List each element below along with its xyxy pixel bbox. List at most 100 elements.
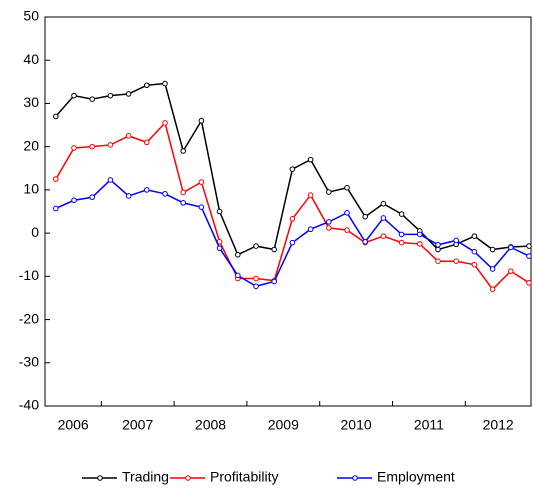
y-tick-label: 20 bbox=[23, 137, 39, 153]
marker bbox=[71, 92, 77, 99]
marker bbox=[344, 227, 350, 233]
marker bbox=[71, 145, 77, 151]
marker bbox=[271, 278, 278, 285]
marker bbox=[471, 248, 478, 255]
marker bbox=[471, 233, 478, 239]
marker bbox=[453, 237, 460, 244]
marker bbox=[235, 251, 241, 258]
marker bbox=[326, 219, 332, 225]
marker bbox=[198, 204, 205, 210]
marker bbox=[307, 156, 314, 163]
marker bbox=[526, 280, 532, 286]
x-tick-label: 2007 bbox=[122, 417, 153, 433]
marker bbox=[362, 238, 369, 245]
marker bbox=[344, 184, 350, 191]
marker bbox=[344, 209, 350, 216]
marker bbox=[53, 113, 59, 120]
marker bbox=[508, 268, 514, 274]
marker bbox=[307, 192, 314, 198]
marker bbox=[180, 189, 186, 196]
marker bbox=[326, 189, 332, 195]
marker bbox=[471, 261, 478, 268]
marker bbox=[271, 246, 278, 253]
x-tick-label: 2006 bbox=[58, 417, 89, 433]
legend-label: Trading bbox=[122, 469, 169, 485]
marker bbox=[125, 133, 132, 139]
marker bbox=[53, 176, 59, 182]
marker bbox=[253, 275, 259, 282]
marker bbox=[53, 205, 59, 212]
marker bbox=[253, 243, 259, 249]
x-tick-label: 2010 bbox=[341, 417, 372, 433]
marker bbox=[508, 244, 514, 251]
marker bbox=[162, 190, 168, 197]
marker bbox=[326, 225, 332, 231]
marker bbox=[526, 253, 532, 259]
y-tick-label: 30 bbox=[23, 94, 39, 110]
legend-marker bbox=[352, 475, 358, 481]
marker bbox=[144, 82, 150, 89]
y-tick-label: -20 bbox=[19, 310, 39, 326]
marker bbox=[417, 231, 423, 238]
marker bbox=[125, 91, 132, 97]
marker bbox=[380, 200, 387, 207]
marker bbox=[89, 143, 95, 150]
marker bbox=[307, 226, 314, 233]
legend-marker bbox=[185, 475, 191, 481]
marker bbox=[107, 177, 114, 183]
marker bbox=[289, 166, 296, 172]
marker bbox=[526, 243, 532, 249]
marker bbox=[289, 216, 296, 222]
legend-label: Profitability bbox=[210, 469, 278, 485]
marker bbox=[362, 213, 369, 220]
marker bbox=[435, 246, 441, 253]
marker bbox=[253, 283, 259, 290]
marker bbox=[198, 179, 205, 185]
y-tick-label: -40 bbox=[19, 397, 39, 413]
marker bbox=[144, 139, 150, 146]
marker bbox=[180, 200, 186, 206]
marker bbox=[380, 215, 387, 221]
marker bbox=[235, 272, 241, 279]
marker bbox=[89, 96, 95, 102]
marker bbox=[162, 120, 168, 126]
marker bbox=[144, 187, 150, 193]
y-tick-label: 10 bbox=[23, 181, 39, 197]
x-tick-label: 2011 bbox=[414, 417, 444, 433]
marker bbox=[107, 92, 114, 99]
marker bbox=[489, 286, 496, 293]
marker bbox=[162, 80, 168, 87]
legend-label: Employment bbox=[377, 469, 455, 485]
marker bbox=[380, 233, 387, 239]
marker bbox=[107, 142, 114, 148]
y-tick-label: 40 bbox=[23, 51, 39, 67]
legend-marker bbox=[97, 475, 103, 481]
y-tick-label: -30 bbox=[19, 353, 39, 369]
series-line bbox=[55, 121, 530, 291]
marker bbox=[89, 194, 95, 201]
marker bbox=[71, 197, 77, 204]
y-tick-label: -10 bbox=[19, 267, 39, 283]
x-tick-label: 2008 bbox=[195, 417, 226, 433]
y-tick-label: 50 bbox=[23, 8, 39, 24]
marker bbox=[398, 231, 405, 238]
marker bbox=[453, 258, 460, 265]
marker bbox=[216, 245, 223, 252]
marker bbox=[125, 193, 132, 199]
y-tick-label: 0 bbox=[31, 224, 39, 240]
marker bbox=[435, 258, 441, 265]
x-tick-label: 2012 bbox=[483, 417, 514, 433]
x-tick-label: 2009 bbox=[268, 417, 299, 433]
marker bbox=[180, 148, 186, 154]
marker bbox=[489, 246, 496, 253]
marker bbox=[398, 211, 405, 217]
marker bbox=[289, 239, 296, 246]
marker bbox=[417, 241, 423, 247]
marker bbox=[489, 266, 496, 272]
marker bbox=[398, 239, 405, 246]
marker bbox=[435, 241, 441, 248]
marker bbox=[216, 208, 223, 215]
marker bbox=[198, 117, 205, 124]
plot-frame bbox=[44, 16, 532, 407]
